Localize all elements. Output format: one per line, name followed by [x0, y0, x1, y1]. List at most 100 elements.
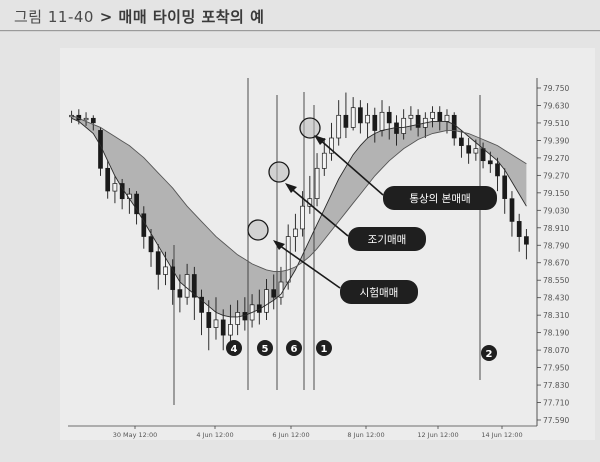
candle-body [509, 198, 515, 222]
marker-5-label: 5 [262, 344, 269, 355]
callout-early-trade-box [348, 227, 426, 251]
marker-5-dot [257, 340, 273, 356]
candle-body [516, 221, 522, 237]
candle-body [148, 236, 154, 253]
candle-body [394, 122, 399, 134]
candle-body [415, 114, 421, 128]
candle-body [285, 236, 291, 283]
marker-4-label: 4 [231, 344, 238, 355]
candle-body [487, 160, 493, 165]
candle-body [444, 114, 450, 122]
candle-body [524, 236, 529, 245]
candle-body [350, 107, 356, 128]
y-tick-label: 77.710 [543, 399, 569, 408]
marker-6-dot [286, 340, 302, 356]
candle-body [459, 137, 464, 146]
candle-body [358, 107, 363, 124]
x-tick-label: 14 Jun 12:00 [481, 431, 522, 439]
y-tick-label: 79.750 [543, 84, 569, 93]
candle-body [271, 289, 277, 298]
candle-body [473, 148, 479, 154]
y-tick-label: 78.550 [543, 276, 569, 285]
marker-6-label: 6 [291, 344, 298, 355]
entry-highlight-circle-3 [299, 117, 321, 139]
candle-body [343, 114, 349, 128]
callout-trial-trade-box [340, 280, 418, 304]
arrowhead-trial [273, 240, 285, 250]
candle-body [314, 167, 320, 199]
callout-early-trade-label: 조기매매 [368, 234, 407, 246]
y-tick-label: 79.270 [543, 171, 569, 180]
candle-body [163, 266, 168, 275]
chart-paper [60, 48, 595, 440]
figure-separator: > [99, 8, 113, 26]
candle-body [199, 296, 204, 313]
candle-body [451, 114, 457, 139]
figure-title-text: 매매 타이밍 포착의 예 [118, 8, 265, 26]
candle-body [278, 281, 284, 298]
marker-1-label: 1 [321, 344, 328, 355]
candle-body [256, 304, 262, 313]
callout-main-trade-box [383, 186, 497, 210]
marker-2-label: 2 [486, 349, 493, 360]
ma-fast-line [71, 117, 527, 318]
entry-highlight-circle-1 [247, 219, 269, 241]
x-tick-label: 30 May 12:00 [113, 431, 158, 439]
y-tick-label: 77.590 [543, 416, 569, 425]
x-tick-label: 6 Jun 12:00 [272, 431, 309, 439]
y-tick-label: 79.630 [543, 101, 569, 110]
candle-body [408, 114, 414, 119]
marker-1-dot [316, 340, 332, 356]
candle-body [329, 137, 334, 154]
candle-body [184, 274, 190, 298]
y-tick-label: 78.670 [543, 259, 569, 268]
candle-body [430, 111, 435, 119]
y-tick-label: 79.150 [543, 189, 569, 198]
candle-body [293, 228, 298, 237]
markers: 4 5 6 1 2 [226, 340, 497, 361]
candle-body [235, 312, 241, 325]
candle-body [155, 251, 161, 275]
candle-body [336, 114, 342, 139]
candle-body [502, 175, 508, 199]
candle-body [134, 193, 139, 215]
ma-slow-line [71, 114, 527, 272]
y-tick-label: 77.830 [543, 381, 569, 390]
arrow-main-trade [317, 137, 384, 196]
candle-body [264, 289, 269, 313]
candle-body [206, 312, 212, 328]
candle-body [191, 274, 197, 298]
y-tick-label: 79.030 [543, 206, 569, 215]
candle-body [437, 111, 443, 122]
candle-body [365, 114, 370, 124]
candle-body [386, 111, 392, 124]
x-tick-label: 4 Jun 12:00 [196, 431, 233, 439]
candle-body [170, 266, 176, 290]
arrowhead-early [285, 183, 297, 193]
marker-4-dot [226, 340, 242, 356]
arrowhead-main [314, 135, 326, 145]
y-tick-label: 78.190 [543, 329, 569, 338]
callout-trial-trade: 시험매매 [340, 280, 418, 304]
y-tick-label: 77.950 [543, 364, 569, 373]
callout-arrows [273, 135, 384, 289]
candle-body [90, 117, 96, 124]
marker-2-dot [481, 345, 497, 361]
candle-body [466, 145, 472, 154]
candle-body [213, 319, 219, 328]
callout-trial-trade-label: 시험매매 [360, 287, 399, 299]
y-tick-label: 79.270 [543, 154, 569, 163]
y-tick-label: 78.430 [543, 294, 569, 303]
arrow-early-trade [287, 185, 349, 237]
candle-body [105, 167, 111, 192]
candle-body [112, 183, 118, 192]
callout-main-trade-label: 통상의 본매매 [409, 193, 470, 205]
entry-highlight-circle-2 [268, 161, 290, 183]
title-rule [0, 30, 600, 32]
candle-body [220, 319, 226, 336]
candle-body [495, 163, 500, 177]
candle-body [83, 117, 89, 121]
arrow-trial-trade [275, 242, 341, 289]
y-tick-label: 78.310 [543, 311, 569, 320]
